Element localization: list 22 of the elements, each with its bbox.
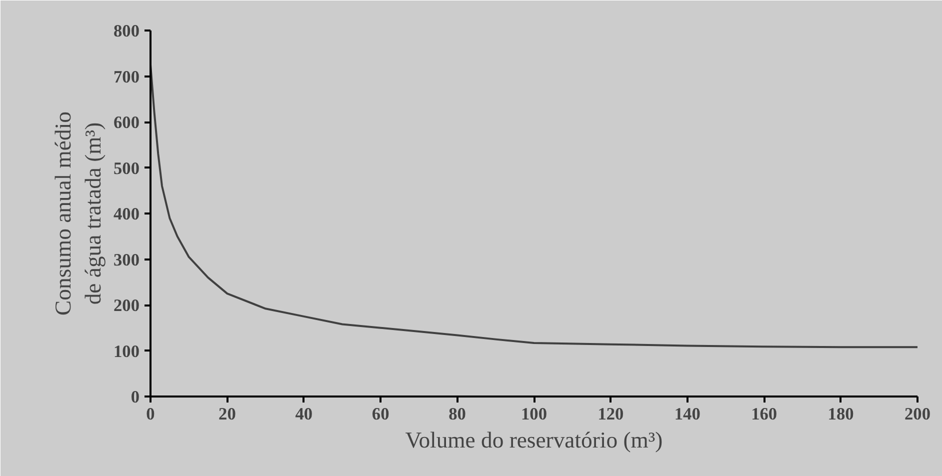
y-axis-title: Consumo anual médio de água tratada (m³) (50, 112, 106, 316)
y-tick-label: 300 (114, 250, 140, 270)
x-tick-label: 180 (828, 404, 854, 424)
x-tick-label: 60 (372, 404, 390, 424)
x-tick-label: 140 (674, 404, 700, 424)
y-tick-label: 700 (114, 67, 140, 86)
y-tick-label: 600 (114, 113, 140, 132)
y-tick-label: 500 (114, 158, 140, 178)
x-tick-label: 160 (751, 404, 778, 424)
x-tick-label: 120 (598, 404, 624, 424)
y-tick-label: 400 (114, 204, 140, 224)
x-tick-label: 0 (146, 404, 155, 424)
y-tick-label: 200 (114, 296, 140, 315)
x-tick-label: 40 (295, 404, 313, 424)
x-tick-label: 20 (218, 404, 236, 424)
x-tick-label: 80 (448, 404, 466, 424)
y-tick-label: 100 (114, 342, 140, 361)
x-tick-label: 200 (904, 404, 931, 424)
y-tick-label: 800 (114, 22, 140, 40)
x-tick-label: 100 (521, 404, 548, 424)
y-tick-label: 0 (130, 388, 140, 406)
x-axis-title: Volume do reservatório (m³) (405, 428, 663, 452)
